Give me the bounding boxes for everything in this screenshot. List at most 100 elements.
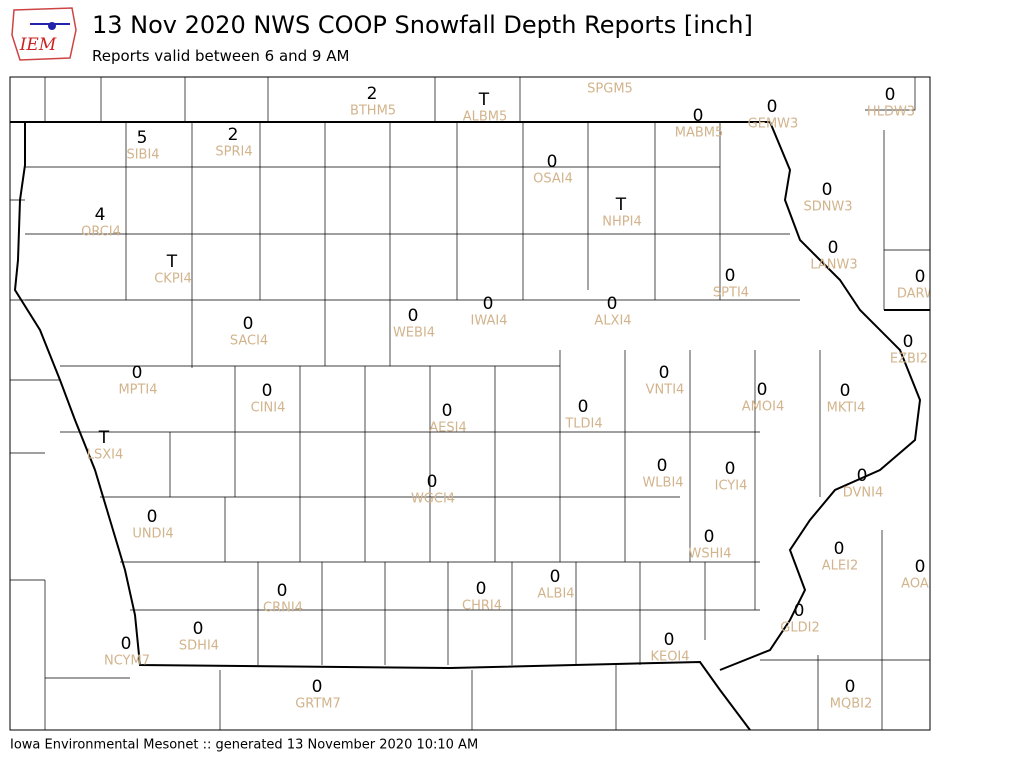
station-id: BTHM5	[350, 104, 396, 119]
station-id: CHRI4	[462, 599, 502, 614]
station-id: KEOI4	[650, 650, 689, 665]
snow-value: 0	[147, 507, 158, 527]
snow-value: 0	[243, 314, 254, 334]
snow-value: 5	[137, 128, 148, 148]
station-id: VNTI4	[646, 383, 685, 398]
station-id: SPTI4	[713, 286, 749, 301]
snow-value: 0	[704, 527, 715, 547]
snow-value: 0	[408, 306, 419, 326]
mississippi-river	[719, 121, 922, 671]
station-id: DVNI4	[843, 486, 884, 501]
station-id: EZBI2	[890, 352, 928, 367]
snow-value: 0	[834, 539, 845, 559]
station-id: UNDI4	[132, 527, 173, 542]
station-id: IWAI4	[471, 314, 508, 329]
snow-value: 0	[442, 401, 453, 421]
snow-value: 0	[794, 601, 805, 621]
station-id: SPGM5	[587, 82, 633, 97]
station-id: CKPI4	[154, 272, 192, 287]
snow-value: 0	[262, 381, 273, 401]
snow-value: 0	[659, 363, 670, 383]
station-id: GRTM7	[295, 697, 341, 712]
station-id: ALBM5	[463, 110, 508, 125]
map: 2BTHM5TALBM5TSPGM50MABM50GEMW30HLDW35SIB…	[10, 62, 945, 730]
station-id: CINI4	[251, 401, 286, 416]
footer: Iowa Environmental Mesonet :: generated …	[10, 738, 478, 753]
station-id: NHPI4	[602, 215, 641, 230]
station-id: WEBI4	[393, 326, 435, 341]
station-id: DARW3	[897, 287, 945, 302]
station-id: OSAI4	[533, 172, 573, 187]
station-id: ALXI4	[594, 314, 631, 329]
snow-value: T	[166, 252, 178, 272]
snow-value: 0	[915, 267, 926, 287]
station-id: ALBI4	[537, 587, 574, 602]
station-id: CRNI4	[263, 601, 303, 616]
snow-value: 0	[828, 238, 839, 258]
station-id: MKTI4	[827, 401, 866, 416]
station-id: MABM5	[675, 126, 724, 141]
stations: 2BTHM5TALBM5TSPGM50MABM50GEMW30HLDW35SIB…	[81, 62, 945, 712]
snow-value: 0	[578, 397, 589, 417]
snow-value: 0	[885, 85, 896, 105]
snow-value: T	[603, 62, 615, 82]
snow-value: T	[98, 428, 110, 448]
logo: IEM	[11, 7, 77, 61]
snow-value: 0	[476, 579, 487, 599]
snow-value: 0	[550, 567, 561, 587]
snow-value: 0	[725, 266, 736, 286]
station-id: ORCI4	[81, 225, 121, 240]
snow-value: 0	[664, 630, 675, 650]
station-id: MQBI2	[830, 697, 872, 712]
snow-value: 0	[277, 581, 288, 601]
station-id: TLDI4	[564, 417, 602, 432]
station-id: NCYM7	[104, 654, 150, 669]
snow-value: 0	[193, 619, 204, 639]
map-frame	[9, 76, 931, 731]
station-id: SDHI4	[179, 639, 219, 654]
title: 13 Nov 2020 NWS COOP Snowfall Depth Repo…	[92, 11, 753, 39]
station-id: SIBI4	[126, 148, 159, 163]
station-id: GEMW3	[748, 117, 799, 132]
station-id: LSXI4	[87, 448, 124, 463]
county-lines	[10, 77, 930, 730]
station-id: WGCI4	[411, 492, 455, 507]
station-id: ICYI4	[715, 479, 748, 494]
snow-value: 0	[121, 634, 132, 654]
snow-value: 0	[693, 106, 704, 126]
station-id: AESI4	[429, 421, 466, 436]
station-id: AMOI4	[742, 400, 784, 415]
station-id: AOAI2	[901, 577, 941, 592]
station-id: SPRI4	[215, 145, 252, 160]
snow-value: 0	[757, 380, 768, 400]
snow-value: T	[615, 195, 627, 215]
station-id: GLDI2	[780, 621, 819, 636]
snow-value: 0	[725, 459, 736, 479]
station-id: WLBI4	[642, 476, 683, 491]
snow-value: T	[478, 90, 490, 110]
snow-value: 0	[845, 677, 856, 697]
station-id: HLDW3	[867, 105, 915, 120]
logo-text: IEM	[19, 35, 57, 55]
snow-value: 0	[903, 332, 914, 352]
snow-value: 0	[547, 152, 558, 172]
snow-value: 4	[95, 205, 106, 225]
snow-value: 0	[657, 456, 668, 476]
snow-value: 0	[483, 294, 494, 314]
snow-value: 0	[132, 363, 143, 383]
snow-value: 0	[822, 180, 833, 200]
snow-value: 0	[915, 557, 926, 577]
station-id: WSHI4	[689, 547, 732, 562]
station-id: ALEI2	[822, 559, 858, 574]
snow-value: 0	[857, 466, 868, 486]
station-id: SDNW3	[803, 200, 852, 215]
snow-value: 0	[427, 472, 438, 492]
snow-value: 0	[767, 97, 778, 117]
snow-value: 0	[840, 381, 851, 401]
snow-value: 0	[607, 294, 618, 314]
station-id: MPTI4	[118, 383, 157, 398]
subtitle: Reports valid between 6 and 9 AM	[92, 47, 349, 65]
snow-value: 2	[228, 125, 239, 145]
snow-value: 0	[312, 677, 323, 697]
